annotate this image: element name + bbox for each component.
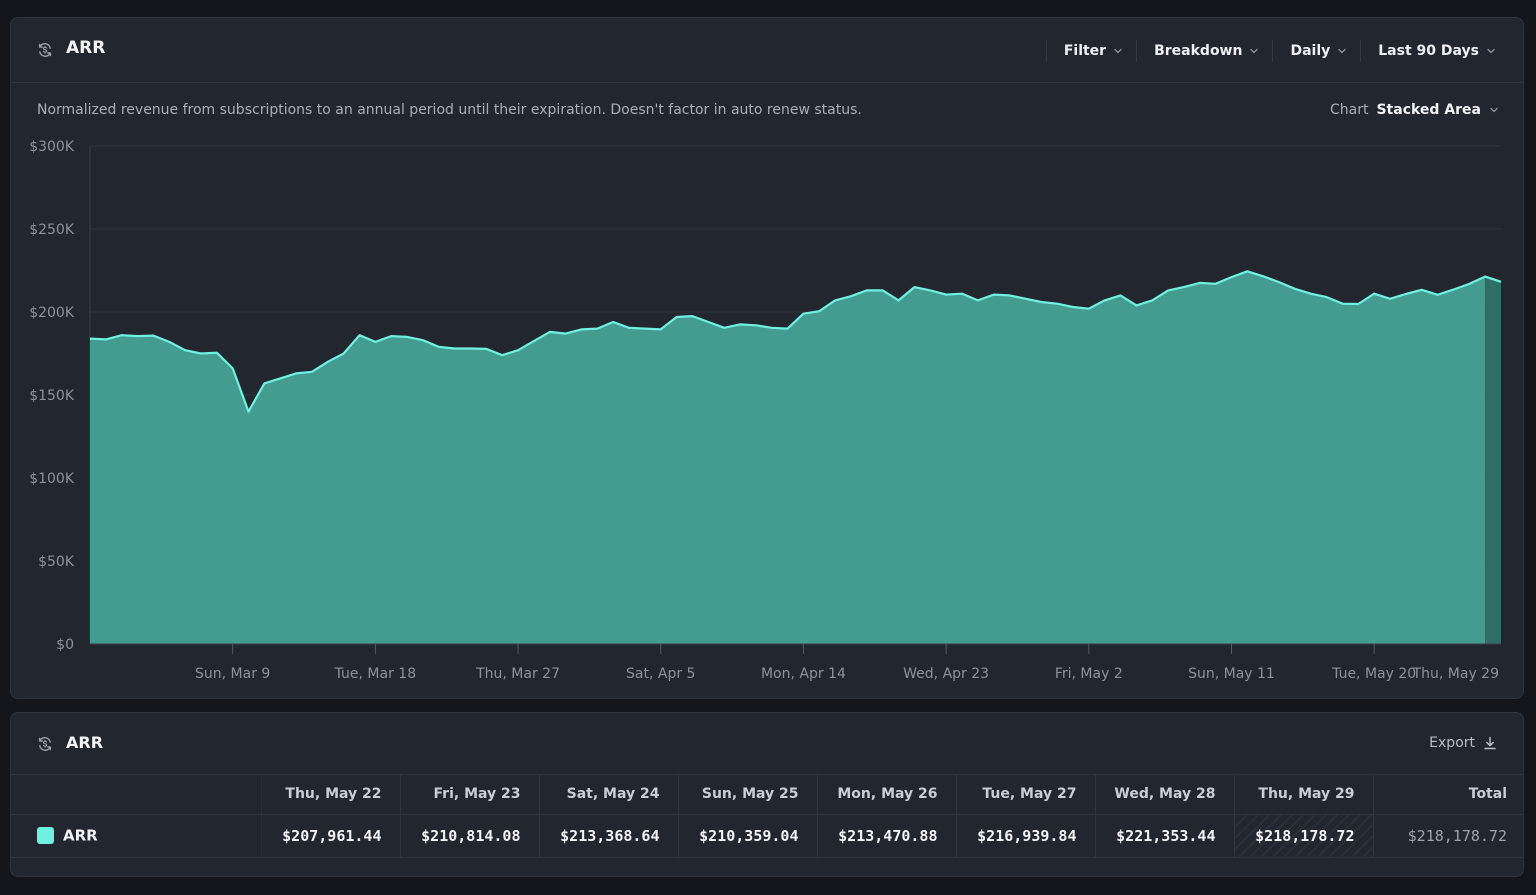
chevron-down-icon [1250, 48, 1259, 54]
table-header-date[interactable]: Mon, May 26 [817, 774, 957, 815]
table-cell[interactable]: $213,368.64 [539, 814, 679, 858]
y-tick-label: $250K [29, 222, 75, 238]
arr-table-panel: ARR Export Thu, May 22 Fri, May 23 Sat, … [10, 712, 1524, 877]
table-header-date[interactable]: Fri, May 23 [400, 774, 540, 815]
export-label: Export [1429, 735, 1475, 751]
date-range-label: Last 90 Days [1378, 43, 1479, 59]
refresh-dollar-icon [38, 43, 52, 57]
table-cell[interactable]: $207,961.44 [261, 814, 401, 858]
export-button[interactable]: Export [1429, 735, 1497, 751]
table-header-date[interactable]: Sun, May 25 [678, 774, 818, 815]
table-header-date[interactable]: Thu, May 22 [261, 774, 401, 815]
arr-chart-panel: ARR Filter Breakdown Daily Last 90 Days … [10, 17, 1524, 699]
resolution-label: Daily [1290, 43, 1331, 59]
arr-area-chart[interactable]: $0 $50K $100K $150K $200K $250K $300K Sun, Mar … [11, 18, 1524, 699]
x-tick-label: Sun, May 11 [1188, 666, 1275, 682]
download-icon [1484, 736, 1496, 750]
y-tick-label: $0 [56, 637, 74, 653]
table-title: ARR [66, 733, 104, 752]
arr-data-table: Thu, May 22 Fri, May 23 Sat, May 24 Sun,… [11, 774, 1523, 858]
series-cell[interactable]: ARR [11, 814, 262, 858]
chart-title: ARR [66, 38, 106, 58]
series-name: ARR [63, 826, 98, 845]
arr-line [89, 270, 1502, 413]
x-tick-label: Tue, Mar 18 [334, 666, 417, 682]
table-header-date[interactable]: Sat, May 24 [539, 774, 679, 815]
chart-type-value[interactable]: Stacked Area [1376, 102, 1481, 118]
date-range-dropdown[interactable]: Last 90 Days [1360, 40, 1509, 62]
table-header-row: Thu, May 22 Fri, May 23 Sat, May 24 Sun,… [11, 774, 1523, 815]
x-tick-label: Mon, Apr 14 [761, 666, 846, 682]
x-tick-label: Fri, May 2 [1055, 666, 1123, 682]
filter-dropdown[interactable]: Filter [1045, 40, 1136, 62]
chart-type-label: Chart [1329, 102, 1369, 118]
series-color-swatch [37, 827, 54, 845]
chevron-down-icon [1338, 48, 1346, 54]
table-panel-header: ARR Export [11, 713, 1523, 775]
table-cell[interactable]: $216,939.84 [956, 814, 1096, 858]
table-header-date[interactable]: Thu, May 29 [1234, 774, 1374, 815]
arr-area [90, 271, 1486, 644]
chevron-down-icon [1490, 107, 1498, 113]
table-cell-total[interactable]: $218,178.72 [1373, 814, 1523, 858]
x-tick-label: Thu, May 29 [1412, 666, 1499, 682]
chevron-down-icon [1114, 48, 1122, 54]
chart-controls: Filter Breakdown Daily Last 90 Days [1045, 40, 1509, 62]
x-tick-label: Thu, Mar 27 [475, 666, 560, 682]
filter-label: Filter [1063, 43, 1107, 59]
x-tick-label: Sat, Apr 5 [626, 666, 695, 682]
table-header-date[interactable]: Wed, May 28 [1095, 774, 1235, 815]
table-cell[interactable]: $210,359.04 [678, 814, 818, 858]
chart-panel-header: ARR Filter Breakdown Daily Last 90 Days [11, 18, 1523, 83]
table-row: ARR $207,961.44 $210,814.08 $213,368.64 … [11, 814, 1523, 858]
table-header-date[interactable]: Tue, May 27 [956, 774, 1096, 815]
y-tick-label: $150K [29, 388, 75, 404]
chart-description: Normalized revenue from subscriptions to… [37, 102, 862, 118]
table-cell[interactable]: $213,470.88 [817, 814, 957, 858]
table-header-total[interactable]: Total [1373, 774, 1523, 815]
x-tick-label: Tue, May 20 [1331, 666, 1416, 682]
y-tick-label: $100K [29, 471, 75, 487]
x-tick-label: Wed, Apr 23 [903, 666, 989, 682]
refresh-dollar-icon [38, 737, 52, 751]
table-cell[interactable]: $210,814.08 [400, 814, 540, 858]
y-tick-label: $300K [29, 139, 75, 155]
breakdown-dropdown[interactable]: Breakdown [1136, 40, 1272, 62]
resolution-dropdown[interactable]: Daily [1272, 40, 1360, 62]
y-tick-label: $50K [38, 554, 75, 570]
x-tick-label: Sun, Mar 9 [195, 666, 270, 682]
table-cell-partial[interactable]: $218,178.72 [1234, 814, 1374, 858]
arr-area-partial [1485, 276, 1501, 644]
breakdown-label: Breakdown [1154, 43, 1243, 59]
table-header-series [11, 774, 262, 815]
chevron-down-icon [1487, 48, 1495, 54]
chart-type-selector[interactable]: Chart Stacked Area [1330, 102, 1499, 118]
y-tick-label: $200K [29, 305, 75, 321]
table-cell[interactable]: $221,353.44 [1095, 814, 1235, 858]
